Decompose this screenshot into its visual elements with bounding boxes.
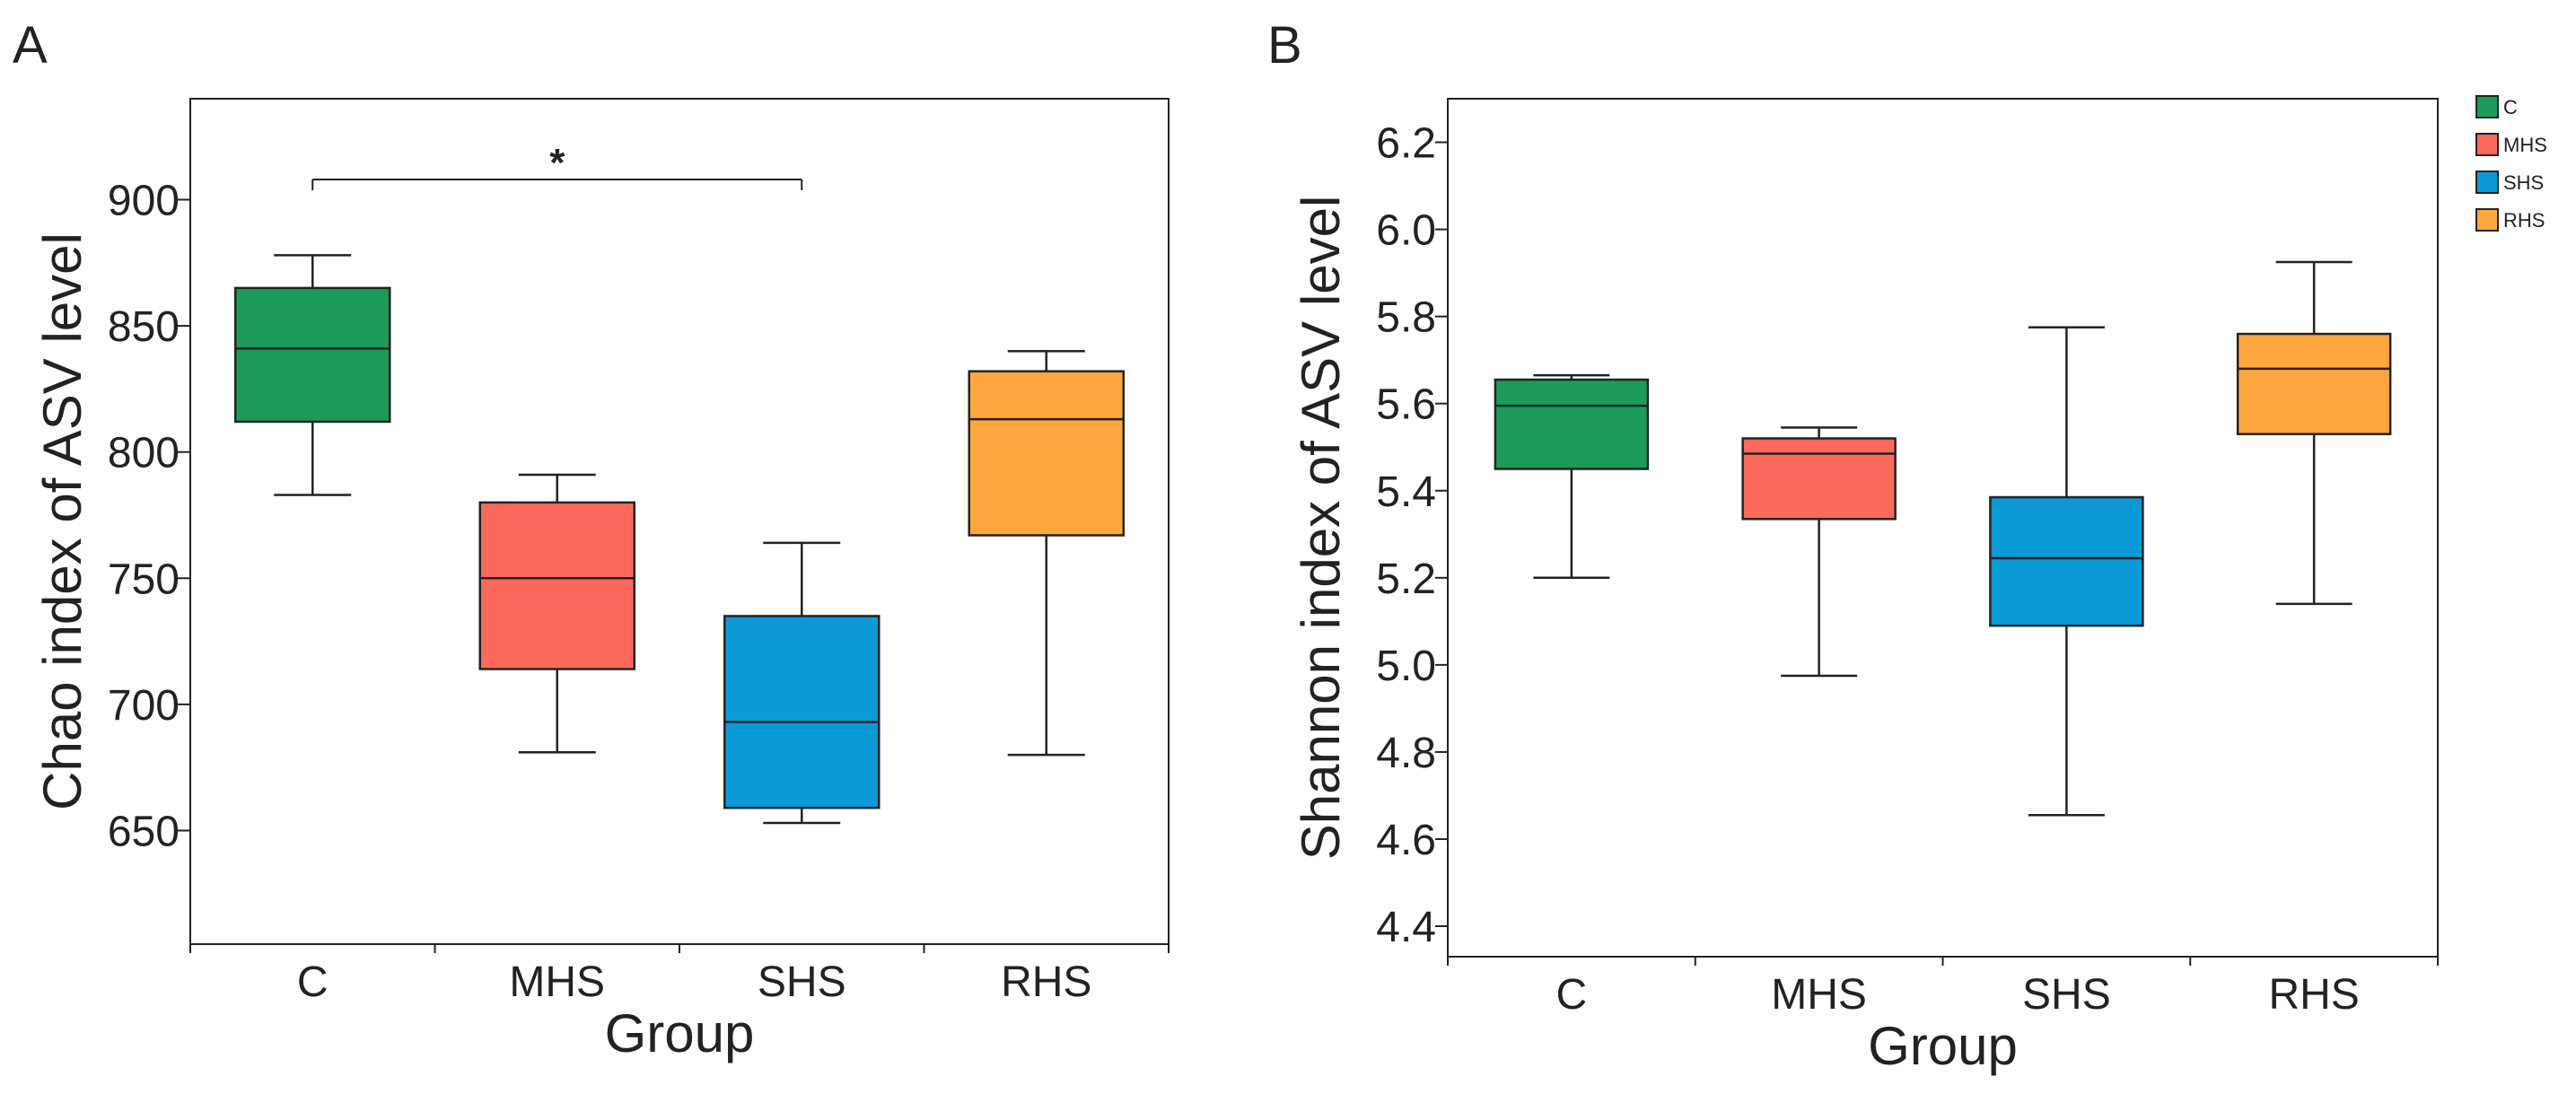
panel-a-x-tick-label-c: C <box>297 958 329 1006</box>
panel-b-mhs-box-group <box>1741 426 1897 678</box>
panel-a-y-tick-label: 650 <box>108 808 180 855</box>
panel-a-significance-bracket: * <box>311 141 803 190</box>
panel-b-shs-box <box>1989 495 2144 627</box>
panel-a-rhs-box <box>968 370 1125 537</box>
panel-b-y-tick-label: 4.8 <box>1376 730 1436 777</box>
panel-a-y-tick-label: 750 <box>108 556 180 603</box>
panel-b-y-tick-label: 5.6 <box>1376 381 1436 429</box>
panel-b-plot-frame <box>1447 98 2439 958</box>
legend-label-rhs: RHS <box>2503 209 2545 232</box>
panel-b-mhs-box <box>1741 437 1897 521</box>
panel-b-x-tick-label-c: C <box>1556 971 1588 1019</box>
panel-b-y-tick-label: 4.4 <box>1376 904 1436 951</box>
panel-b-rhs-box <box>2236 332 2392 435</box>
panel-a-y-tick-label: 800 <box>108 430 180 477</box>
panel-b-c-box-group <box>1494 373 1650 580</box>
panel-a-mhs-box <box>478 501 635 670</box>
panel-a-x-axis-title: Group <box>605 1003 755 1063</box>
panel-b-rhs-box-group <box>2236 260 2392 606</box>
panel-b-y-tick-label: 5.8 <box>1376 294 1436 342</box>
panel-b-y-tick-label: 6.2 <box>1376 120 1436 168</box>
panel-b-y-tick-label: 5.4 <box>1376 468 1436 516</box>
panel-a-shs-box-group <box>723 541 881 825</box>
panel-a-c-box-group <box>234 254 391 496</box>
legend-swatch-c <box>2475 95 2499 118</box>
chao-index-plot: 650 700 750 800 850 900 C MHS SHS RHS Group Chao in… <box>32 98 1170 1063</box>
panel-b-x-axis-title: Group <box>1868 1016 2018 1076</box>
panel-b-y-tick-label: 5.2 <box>1376 556 1436 603</box>
panel-a-x-tick-label-mhs: MHS <box>509 958 605 1006</box>
panel-a-y-tick-label: 900 <box>108 177 180 224</box>
panel-letter-b: B <box>1267 16 1302 74</box>
panel-a-y-tick-label: 850 <box>108 303 180 351</box>
panel-b-x-tick-label-shs: SHS <box>2022 971 2111 1019</box>
panel-b-shs-box-group <box>1989 326 2144 817</box>
panel-b-y-tick-label: 6.0 <box>1376 207 1436 255</box>
panel-b-x-tick-label-rhs: RHS <box>2268 971 2359 1019</box>
shannon-index-plot: 4.4 4.6 4.8 5.0 5.2 5.4 5.6 5.8 6.0 6.2 C MHS SHS RHS… <box>1291 98 2439 1076</box>
panel-a-significance-star: * <box>549 141 565 185</box>
panel-a-y-axis-title: Chao index of ASV level <box>32 232 92 810</box>
legend-entry-c: C <box>2475 95 2518 118</box>
panel-a-y-tick-label: 700 <box>108 682 180 730</box>
legend-label-shs: SHS <box>2503 171 2544 194</box>
panel-b-c-box <box>1494 378 1650 470</box>
panel-a-c-box <box>234 286 391 424</box>
legend-label-mhs: MHS <box>2503 134 2547 156</box>
panel-b-x-tick-label-mhs: MHS <box>1771 971 1867 1019</box>
legend-label-c: C <box>2503 96 2518 118</box>
legend-entry-mhs: MHS <box>2475 133 2547 156</box>
legend-swatch-rhs <box>2475 208 2499 232</box>
panel-b-y-axis-title: Shannon index of ASV level <box>1291 196 1351 861</box>
panel-a-shs-box <box>723 615 881 810</box>
legend-swatch-shs <box>2475 171 2499 194</box>
legend-swatch-mhs <box>2475 133 2499 156</box>
panel-a-mhs-box-group <box>478 473 635 754</box>
panel-a-rhs-box-group <box>968 349 1125 757</box>
legend: C MHS SHS RHS <box>2475 95 2547 232</box>
legend-entry-rhs: RHS <box>2475 208 2545 232</box>
panel-letter-a: A <box>13 16 48 74</box>
legend-entry-shs: SHS <box>2475 171 2544 194</box>
panel-a-x-tick-label-shs: SHS <box>758 958 846 1006</box>
panel-b-y-tick-label: 4.6 <box>1376 817 1436 864</box>
panel-b-y-tick-label: 5.0 <box>1376 643 1436 690</box>
panel-a-x-tick-label-rhs: RHS <box>1001 958 1091 1006</box>
